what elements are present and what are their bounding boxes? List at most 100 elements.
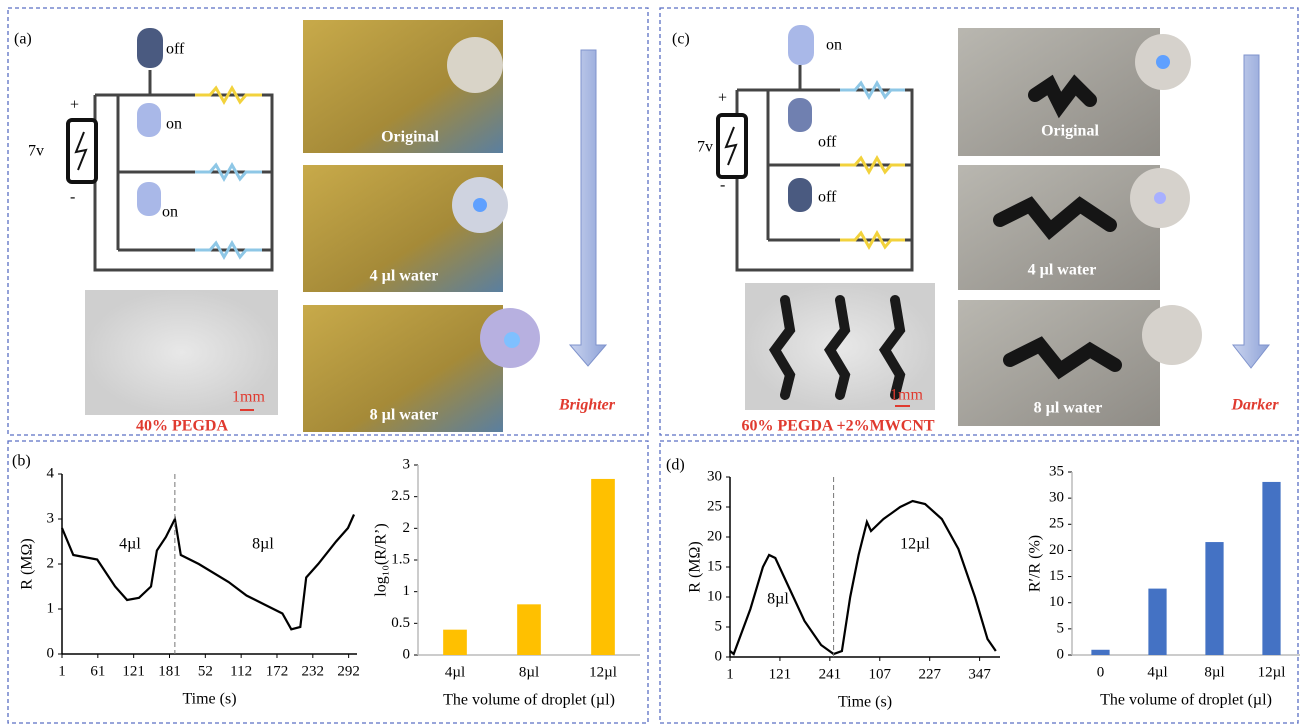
x-axis-label: The volume of droplet (µl) — [443, 692, 615, 709]
bar — [1262, 482, 1280, 655]
led-state: off — [166, 41, 185, 58]
bar — [443, 630, 467, 655]
y-tick-label: 2 — [47, 555, 55, 571]
trend: Brighter — [558, 397, 616, 414]
y-tick-label: 1.5 — [391, 551, 410, 567]
photo-caption: 8 µl water — [370, 407, 439, 424]
material: 60% PEGDA +2%MWCNT — [741, 418, 934, 435]
y-tick-label: 25 — [1049, 516, 1064, 532]
x-tick-label: 1 — [58, 663, 66, 679]
resistor — [840, 83, 905, 97]
plus: + — [70, 97, 79, 114]
trend: Darker — [1230, 397, 1279, 414]
x-tick-label: 8µl — [519, 664, 539, 680]
x-tick-label: 61 — [90, 663, 105, 679]
y-tick-label: 10 — [1049, 594, 1064, 610]
x-axis-label: Time (s) — [182, 691, 236, 708]
y-tick-label: 2.5 — [391, 488, 410, 504]
page: (a) + 7v - off on on 1mm 40% PEGDA Origi… — [0, 0, 1304, 726]
photo-caption: 4 µl water — [370, 268, 439, 285]
bar — [1091, 650, 1109, 655]
x-tick-label: 4µl — [1147, 664, 1167, 680]
voltage: 7v — [697, 139, 713, 156]
x-tick-label: 121 — [122, 663, 145, 679]
panel-label: (b) — [12, 453, 31, 470]
resistor — [840, 233, 905, 247]
x-tick-label: 4µl — [445, 664, 465, 680]
y-tick-label: 25 — [707, 498, 722, 514]
y-tick-label: 3 — [47, 510, 55, 526]
led-state: on — [166, 116, 182, 133]
y-tick-label: 1 — [403, 583, 411, 599]
x-tick-label: 172 — [266, 663, 289, 679]
led — [788, 25, 814, 65]
minus: - — [70, 189, 75, 206]
led-glow — [473, 198, 487, 212]
y-tick-label: 4 — [47, 465, 55, 481]
scale-label: 1mm — [232, 389, 265, 406]
x-tick-label: 52 — [198, 663, 213, 679]
x-tick-label: 1 — [726, 666, 734, 682]
y-tick-label: 20 — [707, 528, 722, 544]
x-tick-label: 107 — [869, 666, 892, 682]
bar — [1205, 542, 1223, 655]
data-line — [730, 501, 996, 654]
annotation: 8µl — [252, 536, 274, 553]
material: 40% PEGDA — [136, 418, 228, 435]
resistor — [840, 158, 905, 172]
y-tick-label: 5 — [1057, 620, 1065, 636]
led — [788, 178, 812, 212]
x-tick-label: 121 — [769, 666, 792, 682]
x-tick-label: 292 — [337, 663, 360, 679]
figure: (a) + 7v - off on on 1mm 40% PEGDA Origi… — [0, 0, 1304, 726]
y-tick-label: 0 — [715, 648, 723, 664]
minus: - — [720, 177, 725, 194]
x-tick-label: 8µl — [1204, 664, 1224, 680]
y-tick-label: 0 — [47, 645, 55, 661]
trend-arrow — [570, 50, 606, 366]
x-tick-label: 347 — [968, 666, 991, 682]
y-axis-label: R (MΩ) — [19, 538, 36, 589]
x-tick-label: 241 — [819, 666, 842, 682]
voltage: 7v — [28, 143, 44, 160]
panel-a: (a) + 7v - off on on 1mm 40% PEGDA Origi… — [14, 20, 616, 435]
y-tick-label: 0.5 — [391, 615, 410, 631]
y-tick-label: 30 — [707, 468, 722, 484]
x-tick-label: 12µl — [589, 664, 617, 680]
y-tick-label: 3 — [403, 456, 411, 472]
data-line — [62, 515, 354, 630]
y-tick-label: 30 — [1049, 490, 1064, 506]
x-tick-label: 227 — [918, 666, 941, 682]
led-state: off — [818, 189, 837, 206]
led — [137, 103, 161, 137]
x-axis-label: The volume of droplet (µl) — [1100, 692, 1272, 709]
y-tick-label: 15 — [707, 558, 722, 574]
annotation: 8µl — [767, 591, 789, 608]
led-state: off — [818, 134, 837, 151]
y-tick-label: 15 — [1049, 568, 1064, 584]
y-tick-label: 20 — [1049, 542, 1064, 558]
led-glow — [504, 332, 520, 348]
y-tick-label: 1 — [47, 600, 55, 616]
led — [788, 98, 812, 132]
led — [137, 182, 161, 216]
x-tick-label: 112 — [230, 663, 252, 679]
panel-c: (c) + 7v - on off off 1mm 60% PEGDA +2%M… — [672, 25, 1279, 435]
panel-label: (d) — [666, 457, 685, 474]
photo-caption: 4 µl water — [1028, 262, 1097, 279]
circuit — [95, 70, 272, 270]
inset — [447, 37, 503, 93]
resistor — [195, 165, 262, 179]
photo-caption: 8 µl water — [1034, 400, 1103, 417]
y-tick-label: 10 — [707, 588, 722, 604]
y-tick-label: 0 — [403, 646, 411, 662]
led-state: on — [826, 37, 842, 54]
inset — [1142, 305, 1202, 365]
x-tick-label: 12µl — [1258, 664, 1286, 680]
y-tick-label: 35 — [1049, 463, 1064, 479]
x-tick-label: 0 — [1097, 664, 1105, 680]
x-tick-label: 232 — [302, 663, 325, 679]
photo-caption: Original — [381, 129, 439, 146]
led-glow — [1154, 192, 1166, 204]
panel-label: (c) — [672, 31, 690, 48]
